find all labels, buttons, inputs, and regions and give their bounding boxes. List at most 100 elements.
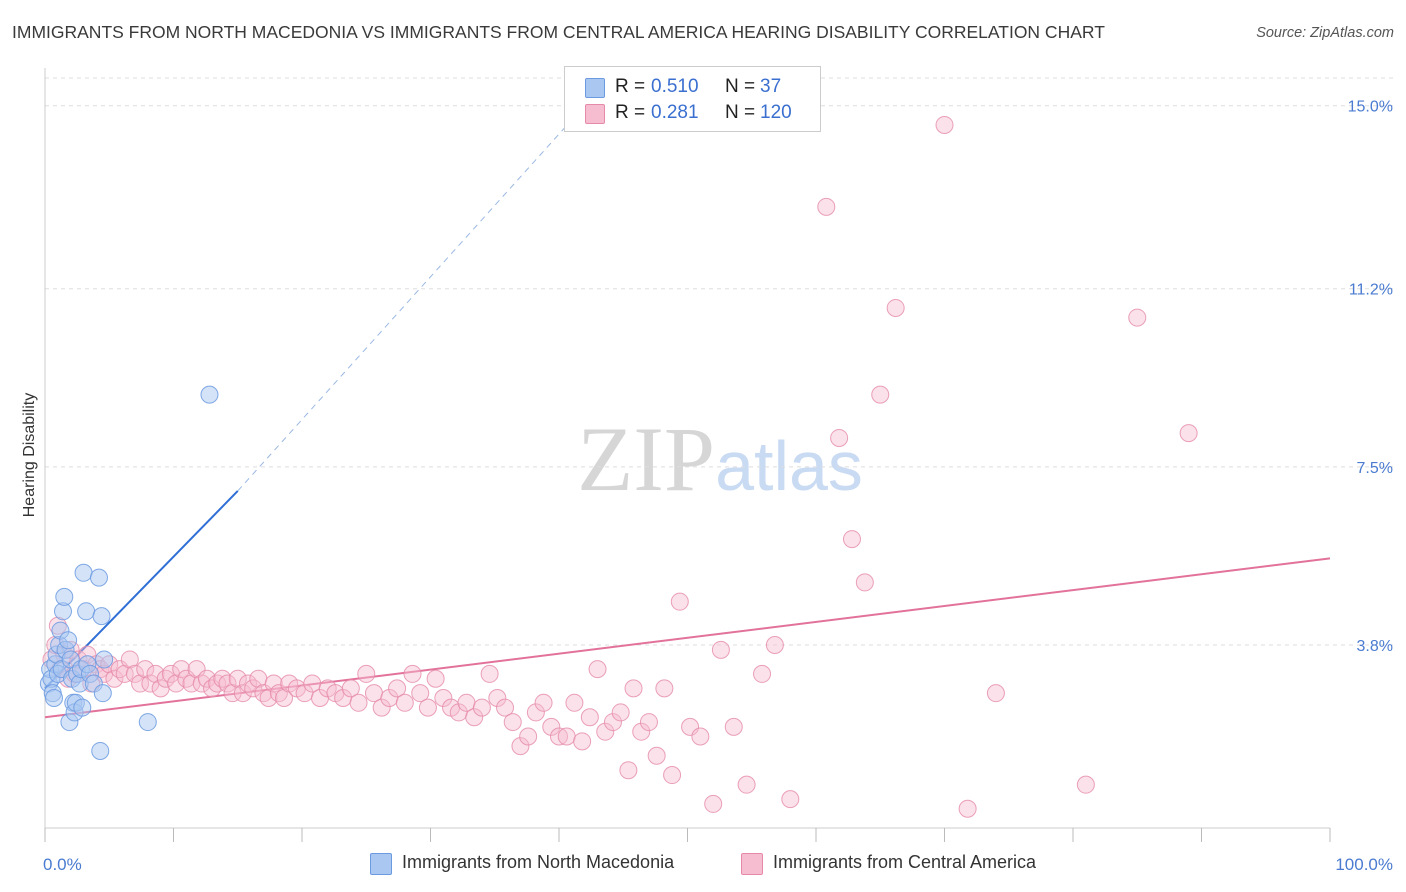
data-point-central-america xyxy=(259,688,278,707)
data-point-central-america xyxy=(146,664,165,683)
chart-title: IMMIGRANTS FROM NORTH MACEDONIA VS IMMIG… xyxy=(12,22,1105,42)
data-point-central-america xyxy=(753,664,772,683)
bottom-legend-swatch-blue xyxy=(370,853,392,875)
data-point-north-macedonia xyxy=(91,741,110,760)
data-point-central-america xyxy=(886,298,905,317)
data-point-central-america xyxy=(663,766,682,785)
data-point-central-america xyxy=(704,794,723,813)
trend-line-north-macedonia-extension xyxy=(237,90,598,492)
legend-n-value: 37 xyxy=(760,76,782,97)
data-point-central-america xyxy=(105,669,124,688)
source-label: Source: ZipAtlas.com xyxy=(1256,25,1394,41)
trend-line-central-america xyxy=(44,557,1331,719)
data-point-central-america xyxy=(619,761,638,780)
data-point-central-america xyxy=(557,727,576,746)
y-tick-label: 7.5% xyxy=(1357,460,1393,477)
data-point-central-america xyxy=(935,115,954,134)
data-point-central-america xyxy=(986,684,1005,703)
data-point-central-america xyxy=(737,775,756,794)
watermark-zip: ZIP xyxy=(577,408,715,510)
data-point-north-macedonia xyxy=(55,587,74,606)
data-point-central-america xyxy=(830,428,849,447)
data-point-central-america xyxy=(480,664,499,683)
y-tick-label: 11.2% xyxy=(1349,282,1393,299)
data-point-central-america xyxy=(223,684,242,703)
data-point-central-america xyxy=(855,573,874,592)
data-point-central-america xyxy=(496,698,515,717)
data-point-central-america xyxy=(842,530,861,549)
data-point-central-america xyxy=(639,713,658,732)
bottom-legend-swatch-pink xyxy=(741,853,763,875)
data-point-central-america xyxy=(472,698,491,717)
data-point-central-america xyxy=(565,693,584,712)
data-point-central-america xyxy=(426,669,445,688)
data-point-central-america xyxy=(197,669,216,688)
data-point-central-america xyxy=(239,674,258,693)
data-point-central-america xyxy=(596,722,615,741)
data-point-central-america xyxy=(418,698,437,717)
data-point-central-america xyxy=(724,717,743,736)
data-point-central-america xyxy=(503,713,522,732)
data-point-central-america xyxy=(115,664,134,683)
data-point-central-america xyxy=(192,674,211,693)
data-point-central-america xyxy=(372,698,391,717)
data-point-central-america xyxy=(871,385,890,404)
data-point-north-macedonia xyxy=(77,602,96,621)
watermark-atlas: atlas xyxy=(715,427,863,505)
data-point-central-america xyxy=(580,708,599,727)
data-point-central-america xyxy=(781,790,800,809)
legend-n-label: N = xyxy=(725,102,756,123)
x-tick-label-max: 100.0% xyxy=(1335,855,1393,874)
data-point-central-america xyxy=(670,592,689,611)
data-point-central-america xyxy=(208,674,227,693)
data-point-central-america xyxy=(1076,775,1095,794)
data-point-central-america xyxy=(434,688,453,707)
data-point-central-america xyxy=(156,669,175,688)
data-point-central-america xyxy=(395,693,414,712)
data-point-central-america xyxy=(550,727,568,746)
data-point-north-macedonia xyxy=(93,684,112,703)
data-point-north-macedonia xyxy=(89,568,108,587)
legend-r-label: R = xyxy=(615,76,646,97)
data-point-central-america xyxy=(136,660,155,679)
data-point-central-america xyxy=(691,727,710,746)
data-point-central-america xyxy=(603,713,622,732)
data-point-central-america xyxy=(244,679,263,698)
data-point-north-macedonia xyxy=(74,563,93,582)
axes xyxy=(44,68,1331,842)
y-tick-label: 15.0% xyxy=(1348,99,1393,116)
trend-lines xyxy=(44,90,1331,719)
data-point-central-america xyxy=(655,679,674,698)
legend-r-value: 0.281 xyxy=(651,102,699,123)
data-point-central-america xyxy=(233,684,252,703)
y-tick-label: 3.8% xyxy=(1357,638,1393,655)
grid-lines xyxy=(45,77,1395,646)
data-point-central-america xyxy=(167,674,186,693)
bottom-legend-label: Immigrants from North Macedonia xyxy=(402,852,675,872)
data-point-central-america xyxy=(264,674,283,693)
data-point-central-america xyxy=(403,664,422,683)
data-point-north-macedonia xyxy=(200,385,219,404)
data-point-central-america xyxy=(388,679,407,698)
data-point-central-america xyxy=(647,746,666,765)
data-point-central-america xyxy=(488,688,507,707)
data-point-north-macedonia xyxy=(95,650,114,669)
correlation-legend: R = 0.510 N = 37 R = 0.281 N = 120 xyxy=(564,66,821,132)
series-central-america-points xyxy=(42,115,1198,818)
data-point-central-america xyxy=(765,636,784,655)
data-point-central-america xyxy=(465,708,484,727)
legend-swatch-blue xyxy=(585,78,605,98)
data-point-central-america xyxy=(349,693,368,712)
data-point-north-macedonia xyxy=(73,698,92,717)
data-point-central-america xyxy=(1179,424,1198,443)
data-point-central-america xyxy=(711,640,730,659)
legend-n-value: 120 xyxy=(760,102,792,123)
data-point-north-macedonia xyxy=(138,713,157,732)
series-north-macedonia-points xyxy=(39,385,219,760)
data-point-central-america xyxy=(958,799,977,818)
data-point-central-america xyxy=(511,737,530,756)
data-point-central-america xyxy=(218,674,237,693)
data-point-central-america xyxy=(526,703,545,722)
data-point-central-america xyxy=(341,679,360,698)
